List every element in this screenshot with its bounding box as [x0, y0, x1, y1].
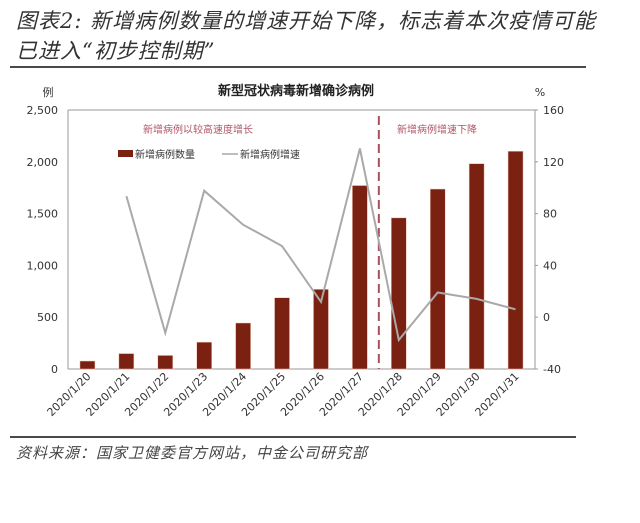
- annotation-high-growth: 新增病例以较高速度增长: [143, 123, 253, 136]
- top-rule: [10, 66, 586, 68]
- right-axis-unit: %: [535, 86, 545, 99]
- combo-chart: 新型冠状病毒新增确诊病例 例 % 0 500 1,000 1,500 2,000 2,500 -4…: [27, 83, 565, 419]
- right-tick-label: 40: [543, 259, 557, 272]
- chart-title: 新型冠状病毒新增确诊病例: [218, 83, 374, 99]
- bar-new-cases: [157, 355, 174, 370]
- right-tick-label: 120: [543, 156, 564, 169]
- bar-new-cases: [468, 163, 485, 370]
- right-tick-label: 160: [543, 104, 564, 117]
- bar-new-cases: [507, 150, 524, 370]
- left-tick-label: 1,000: [27, 259, 59, 272]
- bar-new-cases: [235, 322, 251, 370]
- bar-new-cases: [118, 353, 135, 370]
- legend-bar-label: 新增病例数量: [135, 148, 195, 161]
- right-tick-label: -40: [543, 363, 561, 376]
- bar-new-cases: [274, 297, 290, 370]
- bar-new-cases: [429, 188, 446, 370]
- bar-new-cases: [196, 341, 212, 370]
- left-axis-unit: 例: [43, 85, 54, 99]
- source-note: 资料来源：国家卫健委官方网站，中金公司研究部: [16, 444, 369, 462]
- left-tick-label: 500: [37, 311, 58, 324]
- bar-new-cases: [313, 289, 329, 370]
- left-tick-label: 0: [51, 363, 58, 376]
- legend-line-label: 新增病例增速: [240, 148, 300, 161]
- left-tick-label: 1,500: [27, 208, 59, 221]
- right-tick-label: 80: [543, 208, 557, 221]
- bar-new-cases: [391, 217, 407, 370]
- left-tick-label: 2,500: [27, 104, 59, 117]
- legend-bar-swatch: [118, 150, 133, 157]
- left-tick-label: 2,000: [27, 156, 59, 169]
- figure-title: 图表2: 新增病例数量的增速开始下降，标志着本次疫情可能已进入“初步控制期”: [16, 9, 597, 63]
- right-tick-label: 0: [543, 311, 550, 324]
- bottom-rule: [10, 436, 576, 438]
- annotation-growth-decline: 新增病例增速下降: [397, 123, 477, 136]
- growth-rate-line: [125, 148, 516, 343]
- bar-new-cases: [79, 360, 96, 370]
- bar-new-cases: [352, 185, 368, 370]
